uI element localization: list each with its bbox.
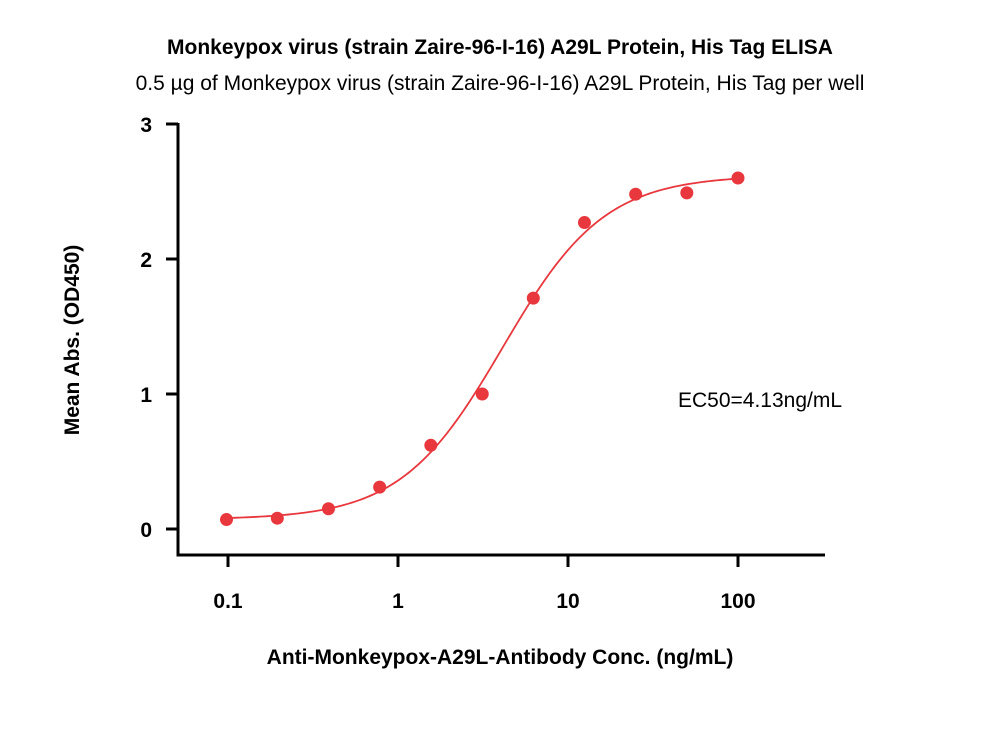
fit-curve xyxy=(226,177,739,519)
data-point xyxy=(424,438,438,452)
data-point xyxy=(373,480,387,494)
x-tick-label: 100 xyxy=(720,590,755,613)
data-point xyxy=(220,513,234,527)
points-layer xyxy=(220,171,745,527)
x-tick-label: 1 xyxy=(392,590,404,613)
ec50-annotation: EC50=4.13ng/mL xyxy=(678,389,842,412)
y-tick-label: 1 xyxy=(140,384,152,407)
y-axis-label: Mean Abs. (OD450) xyxy=(61,245,84,436)
y-tick-label: 0 xyxy=(140,519,152,542)
data-point xyxy=(577,216,591,230)
data-point xyxy=(321,502,335,516)
axes: 0 1 2 3 0.1 1 10 100 xyxy=(140,114,825,613)
fit-curve-layer xyxy=(226,177,739,519)
chart-subtitle: 0.5 µg of Monkeypox virus (strain Zaire-… xyxy=(135,72,865,95)
data-point xyxy=(629,187,643,201)
data-point xyxy=(526,291,540,305)
y-tick-label: 2 xyxy=(140,249,152,272)
x-axis-label: Anti-Monkeypox-A29L-Antibody Conc. (ng/m… xyxy=(267,646,734,669)
data-point xyxy=(270,511,284,525)
chart-title: Monkeypox virus (strain Zaire-96-I-16) A… xyxy=(167,36,833,59)
x-tick-label: 10 xyxy=(556,590,579,613)
x-tick-label: 0.1 xyxy=(213,590,243,613)
data-point xyxy=(680,186,694,200)
data-point xyxy=(731,171,745,185)
data-point xyxy=(475,387,489,401)
y-tick-label: 3 xyxy=(140,114,152,137)
